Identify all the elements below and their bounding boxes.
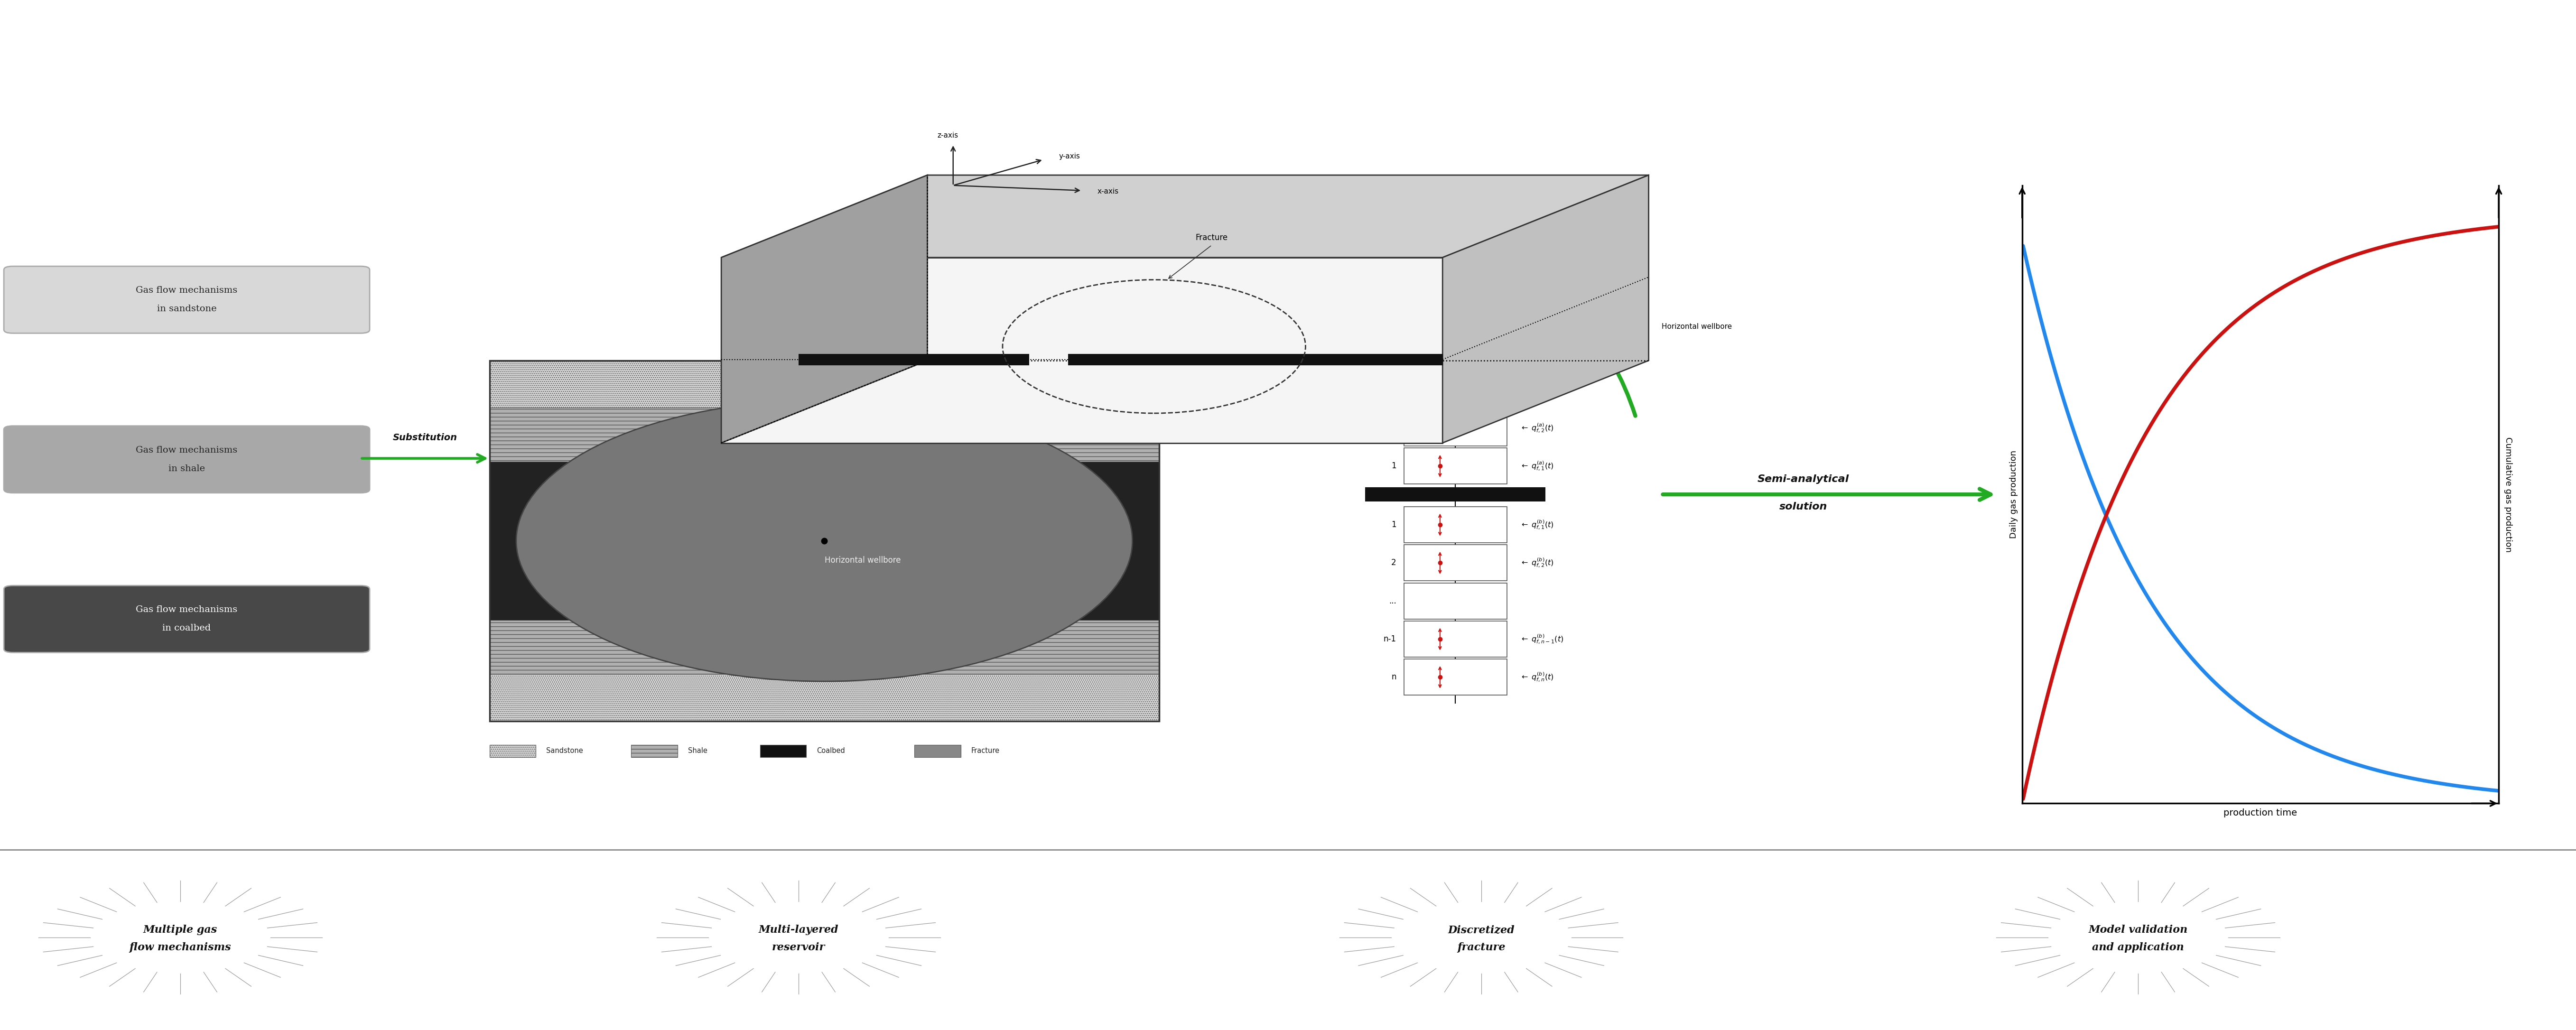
Text: Sandstone: Sandstone [546,748,582,754]
Bar [1404,621,1507,657]
Polygon shape [1443,175,1649,443]
Text: $\leftarrow$ $q^{(a)}_{f,n}(t)$: $\leftarrow$ $q^{(a)}_{f,n}(t)$ [1520,308,1553,319]
Text: in sandstone: in sandstone [157,305,216,313]
Text: solution: solution [1780,502,1826,512]
Bar [489,461,1159,620]
Text: Gas flow mechanisms: Gas flow mechanisms [137,606,237,614]
Bar [1404,507,1507,543]
Bar [631,745,677,757]
Text: Horizontal wellbore: Horizontal wellbore [824,556,902,564]
Bar [760,745,806,757]
Text: Model validation: Model validation [2089,925,2187,935]
Text: n: n [1391,309,1396,318]
Bar [914,745,961,757]
Text: in coalbed: in coalbed [162,624,211,632]
FancyBboxPatch shape [5,585,371,653]
Text: Gas flow mechanisms: Gas flow mechanisms [137,286,237,295]
Text: Discretized: Discretized [1448,925,1515,935]
Bar [1404,296,1507,332]
X-axis label: production time: production time [2223,809,2298,818]
Text: ...: ... [1388,596,1396,606]
Bar [1404,583,1507,619]
Bar [1069,354,1443,366]
Text: n-1: n-1 [1383,347,1396,356]
Y-axis label: Daily gas production: Daily gas production [2009,450,2017,539]
Bar [1404,334,1507,370]
Text: $\leftarrow$ $q^{(a)}_{f,1}(t)$: $\leftarrow$ $q^{(a)}_{f,1}(t)$ [1520,460,1553,472]
Text: $\leftarrow$ $q^{(b)}_{f,2}(t)$: $\leftarrow$ $q^{(b)}_{f,2}(t)$ [1520,557,1553,569]
Text: Multiple gas: Multiple gas [144,925,216,935]
Bar [489,360,1159,407]
Text: Shale: Shale [688,748,708,754]
Text: 2: 2 [1391,558,1396,568]
Text: Substitution: Substitution [392,434,459,442]
Text: flow mechanisms: flow mechanisms [129,942,232,953]
Text: $\leftarrow$ $q^{(a)}_{f,n-1}(t)$: $\leftarrow$ $q^{(a)}_{f,n-1}(t)$ [1520,346,1564,357]
Text: in shale: in shale [167,465,206,473]
Text: 1: 1 [1391,461,1396,471]
Text: ...: ... [1388,385,1396,394]
Text: n: n [1391,673,1396,682]
Bar [1404,448,1507,484]
Bar [1404,545,1507,581]
Text: Gas flow mechanisms: Gas flow mechanisms [137,446,237,454]
Text: 1: 1 [1391,520,1396,529]
Text: $\leftarrow$ $q^{(a)}_{f,2}(t)$: $\leftarrow$ $q^{(a)}_{f,2}(t)$ [1520,422,1553,434]
FancyBboxPatch shape [5,266,371,333]
Y-axis label: Cumulative gas production: Cumulative gas production [2504,437,2512,552]
Bar [1404,659,1507,695]
Bar [1404,372,1507,408]
Bar [1404,410,1507,446]
Text: $\leftarrow$ $q^{(b)}_{f,n-1}(t)$: $\leftarrow$ $q^{(b)}_{f,n-1}(t)$ [1520,633,1564,645]
Text: x-axis: x-axis [1097,188,1118,195]
Bar [489,407,1159,461]
Text: Coalbed: Coalbed [817,748,845,754]
Polygon shape [721,175,927,443]
Bar [489,745,536,757]
Text: 2: 2 [1391,423,1396,433]
Bar [489,360,1159,721]
Text: Horizontal wellbore: Horizontal wellbore [1662,323,1731,330]
Bar [489,620,1159,675]
FancyBboxPatch shape [5,426,371,492]
Bar [799,354,1030,366]
Bar [489,674,1159,721]
Text: Fracture: Fracture [1195,234,1229,242]
Text: Fracture: Fracture [971,748,999,754]
Text: Semi-analytical: Semi-analytical [1757,474,1850,484]
Text: $\leftarrow$ $q^{(b)}_{f,1}(t)$: $\leftarrow$ $q^{(b)}_{f,1}(t)$ [1520,519,1553,530]
Polygon shape [721,175,1649,258]
Text: reservoir: reservoir [773,942,824,953]
Text: n-1: n-1 [1383,634,1396,644]
Ellipse shape [515,400,1133,682]
Text: and application: and application [2092,942,2184,953]
Text: fracture: fracture [1458,942,1504,953]
Text: z-axis: z-axis [938,132,958,139]
Bar [1365,487,1546,502]
Text: y-axis: y-axis [1059,153,1079,160]
Text: $\leftarrow$ $q^{(b)}_{f,n}(t)$: $\leftarrow$ $q^{(b)}_{f,n}(t)$ [1520,672,1553,683]
Text: Multi-layered: Multi-layered [757,925,840,935]
Polygon shape [721,258,1443,443]
